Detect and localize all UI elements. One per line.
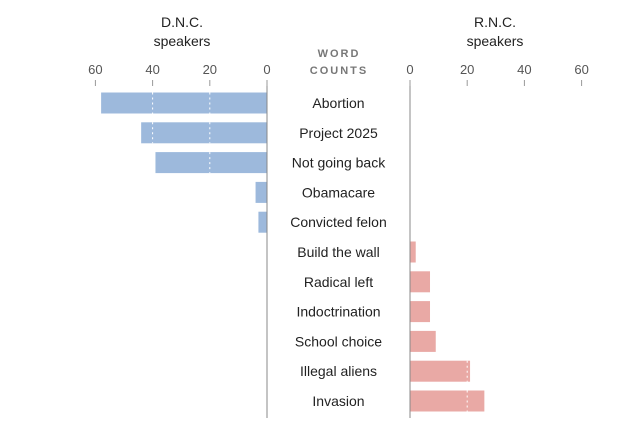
dnc-tick-label: 0	[263, 62, 270, 77]
dnc-bar	[141, 122, 267, 144]
category-label: Project 2025	[299, 125, 378, 141]
dnc-bar	[258, 211, 267, 233]
rnc-tick-label: 60	[574, 62, 588, 77]
rnc-bar	[410, 390, 485, 412]
category-label-layer: Abortion Project 2025 Not going back Obamac…	[290, 95, 387, 409]
rnc-title: R.N.C. speakers	[467, 14, 524, 49]
dnc-title-line-2: speakers	[154, 33, 211, 49]
center-label-line-1: WORD	[318, 48, 361, 60]
dnc-title-line-1: D.N.C.	[161, 14, 203, 30]
dnc-tick-label: 40	[145, 62, 159, 77]
category-label: School choice	[295, 333, 382, 349]
category-label: Invasion	[312, 393, 364, 409]
category-label: Illegal aliens	[300, 363, 377, 379]
category-label: Convicted felon	[290, 214, 387, 230]
center-label-line-2: COUNTS	[310, 65, 368, 77]
rnc-bar	[410, 241, 416, 263]
rnc-bar	[410, 330, 436, 352]
dnc-title: D.N.C. speakers	[154, 14, 211, 49]
rnc-title-line-1: R.N.C.	[474, 14, 516, 30]
rnc-tick-label: 0	[406, 62, 413, 77]
category-label: Radical left	[304, 274, 373, 290]
rnc-bar	[410, 360, 471, 382]
category-label: Not going back	[292, 155, 386, 171]
center-label: WORD COUNTS	[310, 48, 368, 77]
gridline-layer	[152, 92, 468, 412]
bar-layer	[101, 92, 485, 412]
axis-layer	[266, 86, 411, 418]
dnc-bar	[101, 92, 268, 114]
rnc-tick-label: 20	[460, 62, 474, 77]
category-label: Obamacare	[302, 184, 375, 200]
dnc-bar	[155, 152, 267, 174]
rnc-tick-label: 40	[517, 62, 531, 77]
category-label: Indoctrination	[296, 304, 380, 320]
rnc-bar	[410, 301, 431, 323]
rnc-title-line-2: speakers	[467, 33, 524, 49]
dnc-tick-label: 60	[88, 62, 102, 77]
category-label: Abortion	[312, 95, 364, 111]
tick-layer: 60 40 20 0 0 20 40 60	[88, 62, 589, 86]
dnc-tick-label: 20	[203, 62, 217, 77]
category-label: Build the wall	[297, 244, 380, 260]
dnc-bar	[255, 181, 267, 203]
rnc-bar	[410, 271, 431, 293]
